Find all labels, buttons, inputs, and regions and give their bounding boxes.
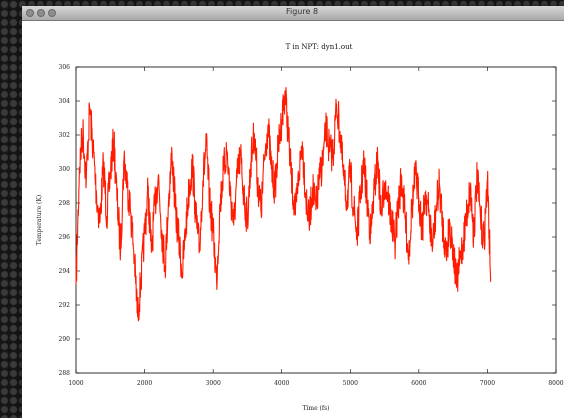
y-tick-label: 306 (59, 64, 71, 71)
x-tick-label: 2000 (137, 380, 152, 387)
y-tick-label: 292 (59, 302, 71, 309)
x-tick-label: 8000 (548, 380, 563, 387)
x-tick-label: 4000 (274, 380, 289, 387)
y-tick-label: 288 (59, 370, 71, 377)
close-window-button[interactable] (26, 9, 34, 17)
x-tick-label: 7000 (480, 380, 495, 387)
y-axis-tick-labels: 288 290 292 294 296 298 300 302 304 306 (59, 64, 71, 377)
y-tick-label: 300 (59, 166, 71, 173)
tick-marks (75, 66, 557, 374)
y-tick-label: 294 (59, 268, 71, 275)
temperature-series-line (75, 87, 492, 322)
y-tick-label: 290 (59, 336, 71, 343)
temperature-line-chart: T in NPT: dyn1.out 1000 2000 3000 4000 5000 6… (36, 43, 564, 412)
x-tick-label: 6000 (411, 380, 426, 387)
x-tick-label: 3000 (206, 380, 221, 387)
figure-window: Figure 8 T in NPT: dyn1.out 1000 2000 3000… (22, 6, 564, 418)
y-tick-label: 302 (59, 132, 71, 139)
y-tick-label: 304 (59, 98, 71, 105)
x-tick-label: 5000 (343, 380, 358, 387)
y-axis-label: Temperature (K) (36, 195, 43, 245)
x-axis-tick-labels: 1000 2000 3000 4000 5000 6000 7000 8000 (68, 380, 563, 387)
maximize-window-button[interactable] (48, 9, 56, 17)
y-tick-label: 298 (59, 200, 71, 207)
chart-title: T in NPT: dyn1.out (286, 43, 353, 51)
plot-area-frame (75, 66, 557, 374)
window-titlebar: Figure 8 (22, 6, 564, 21)
x-tick-label: 1000 (68, 380, 83, 387)
minimize-window-button[interactable] (37, 9, 45, 17)
window-title: Figure 8 (285, 7, 319, 16)
y-tick-label: 296 (59, 234, 71, 241)
